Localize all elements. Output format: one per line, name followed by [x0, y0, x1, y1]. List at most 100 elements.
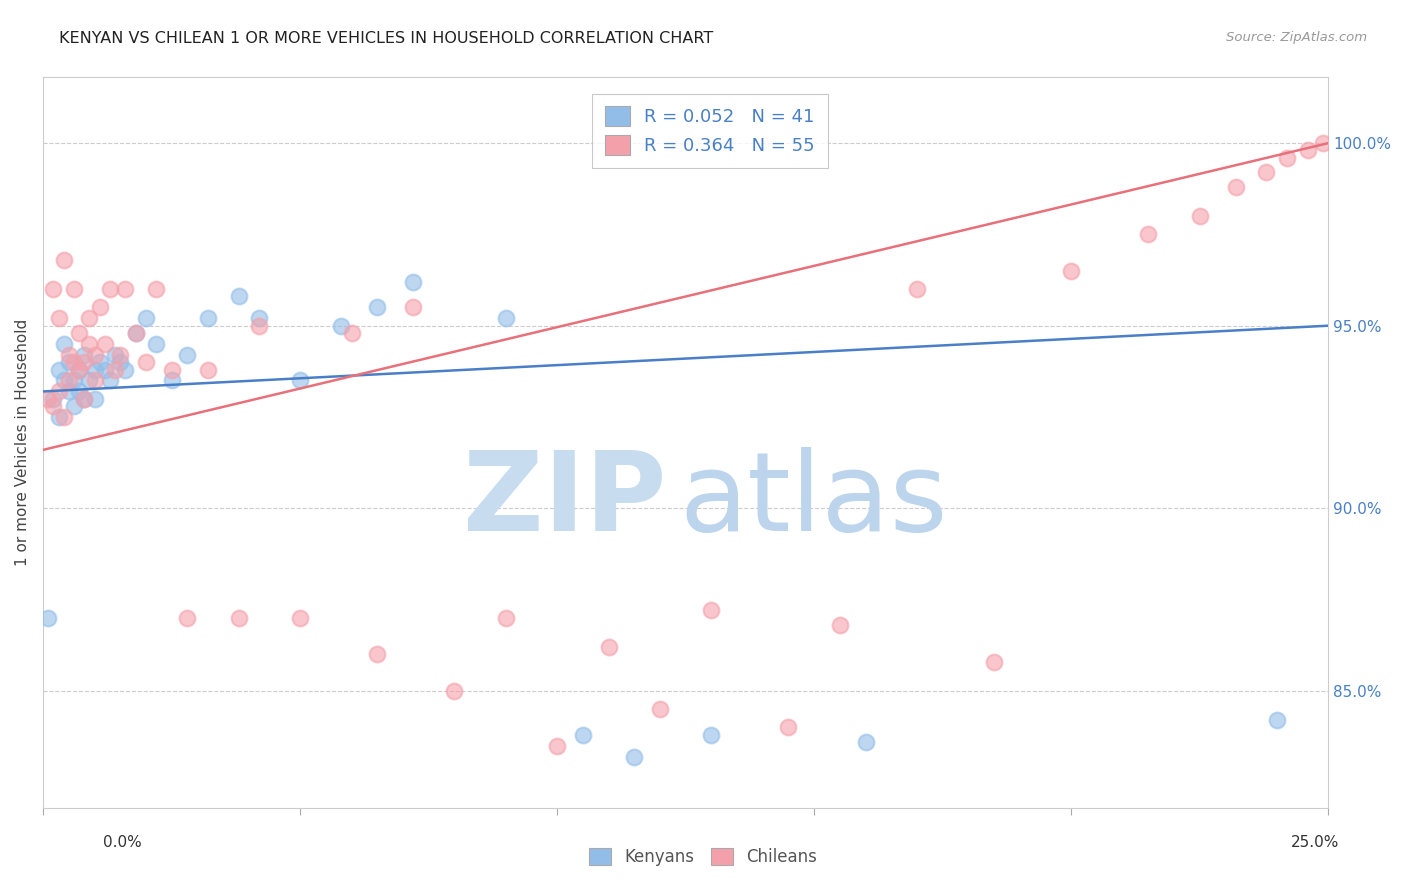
- Point: [42, 392, 65, 406]
- Point: [83, 374, 105, 388]
- Y-axis label: 1 or more Vehicles in Household: 1 or more Vehicles in Household: [15, 319, 30, 566]
- Text: Source: ZipAtlas.com: Source: ZipAtlas.com: [1226, 31, 1367, 45]
- Point: [104, 348, 127, 362]
- Point: [63, 355, 86, 369]
- Point: [197, 362, 219, 376]
- Point: [94, 362, 117, 376]
- Point: [546, 739, 568, 753]
- Point: [983, 655, 1005, 669]
- Legend: Kenyans, Chileans: Kenyans, Chileans: [582, 841, 824, 873]
- Point: [1265, 713, 1288, 727]
- Point: [366, 301, 388, 315]
- Point: [1275, 151, 1298, 165]
- Point: [1312, 136, 1334, 150]
- Point: [125, 326, 148, 340]
- Point: [48, 362, 70, 376]
- Point: [79, 311, 101, 326]
- Point: [104, 362, 127, 376]
- Point: [110, 355, 132, 369]
- Point: [402, 301, 425, 315]
- Text: KENYAN VS CHILEAN 1 OR MORE VEHICLES IN HOUSEHOLD CORRELATION CHART: KENYAN VS CHILEAN 1 OR MORE VEHICLES IN …: [59, 31, 713, 46]
- Point: [83, 362, 105, 376]
- Point: [37, 392, 59, 406]
- Point: [58, 348, 80, 362]
- Point: [623, 749, 645, 764]
- Point: [67, 362, 90, 376]
- Point: [1296, 144, 1319, 158]
- Point: [495, 611, 517, 625]
- Point: [290, 374, 312, 388]
- Point: [1256, 165, 1278, 179]
- Point: [648, 702, 671, 716]
- Point: [42, 282, 65, 296]
- Point: [94, 337, 117, 351]
- Point: [63, 282, 86, 296]
- Point: [79, 374, 101, 388]
- Point: [125, 326, 148, 340]
- Point: [290, 611, 312, 625]
- Point: [160, 374, 183, 388]
- Point: [443, 683, 465, 698]
- Text: atlas: atlas: [679, 448, 948, 555]
- Point: [58, 355, 80, 369]
- Point: [114, 362, 136, 376]
- Point: [1225, 180, 1247, 194]
- Point: [366, 647, 388, 661]
- Point: [73, 392, 96, 406]
- Legend: R = 0.052   N = 41, R = 0.364   N = 55: R = 0.052 N = 41, R = 0.364 N = 55: [592, 94, 828, 168]
- Point: [135, 355, 157, 369]
- Point: [58, 374, 80, 388]
- Point: [495, 311, 517, 326]
- Point: [700, 728, 723, 742]
- Point: [98, 374, 121, 388]
- Text: 0.0%: 0.0%: [103, 836, 142, 850]
- Point: [828, 618, 851, 632]
- Point: [197, 311, 219, 326]
- Point: [340, 326, 363, 340]
- Point: [67, 362, 90, 376]
- Point: [89, 301, 111, 315]
- Point: [145, 282, 167, 296]
- Point: [228, 289, 250, 303]
- Point: [176, 348, 198, 362]
- Point: [572, 728, 595, 742]
- Point: [79, 337, 101, 351]
- Point: [114, 282, 136, 296]
- Point: [63, 374, 86, 388]
- Point: [402, 275, 425, 289]
- Point: [58, 384, 80, 399]
- Point: [330, 318, 353, 333]
- Point: [63, 399, 86, 413]
- Point: [52, 374, 75, 388]
- Point: [855, 735, 877, 749]
- Point: [176, 611, 198, 625]
- Point: [98, 282, 121, 296]
- Text: 25.0%: 25.0%: [1291, 836, 1339, 850]
- Point: [700, 603, 723, 617]
- Point: [83, 392, 105, 406]
- Point: [228, 611, 250, 625]
- Point: [42, 399, 65, 413]
- Point: [778, 720, 800, 734]
- Point: [73, 392, 96, 406]
- Point: [1137, 227, 1160, 242]
- Point: [110, 348, 132, 362]
- Point: [48, 384, 70, 399]
- Point: [598, 640, 620, 654]
- Point: [135, 311, 157, 326]
- Point: [48, 409, 70, 424]
- Point: [1060, 264, 1083, 278]
- Point: [52, 409, 75, 424]
- Point: [1188, 209, 1211, 223]
- Point: [67, 326, 90, 340]
- Point: [83, 348, 105, 362]
- Point: [73, 348, 96, 362]
- Point: [247, 311, 270, 326]
- Point: [73, 355, 96, 369]
- Point: [160, 362, 183, 376]
- Point: [145, 337, 167, 351]
- Point: [905, 282, 928, 296]
- Point: [89, 355, 111, 369]
- Text: ZIP: ZIP: [463, 448, 666, 555]
- Point: [67, 384, 90, 399]
